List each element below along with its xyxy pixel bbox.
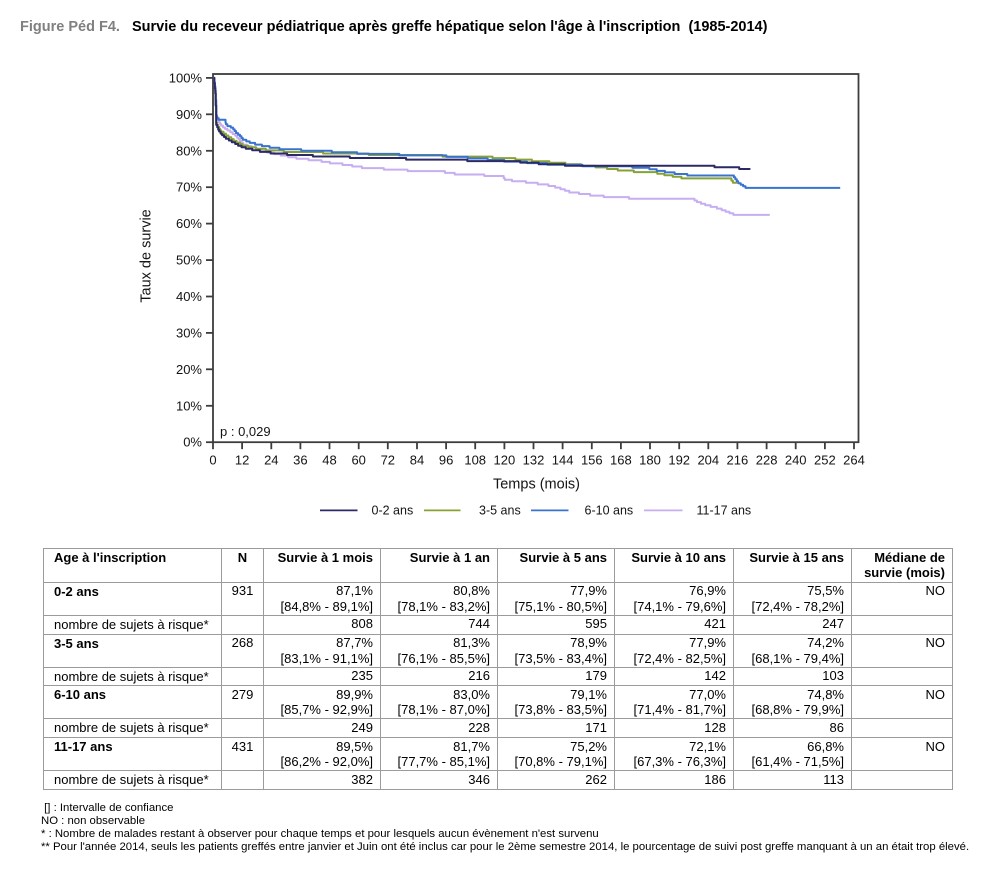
svg-text:3-5 ans: 3-5 ans <box>479 503 521 517</box>
svg-text:72: 72 <box>381 453 395 468</box>
svg-text:168: 168 <box>610 453 632 468</box>
svg-text:30%: 30% <box>176 325 202 340</box>
svg-text:264: 264 <box>843 453 865 468</box>
svg-text:70%: 70% <box>176 180 202 195</box>
svg-text:100%: 100% <box>169 70 203 85</box>
svg-text:204: 204 <box>697 453 719 468</box>
svg-text:156: 156 <box>581 453 603 468</box>
svg-text:192: 192 <box>668 453 690 468</box>
svg-text:216: 216 <box>727 453 749 468</box>
svg-text:48: 48 <box>322 453 336 468</box>
svg-text:90%: 90% <box>176 107 202 122</box>
svg-text:0-2 ans: 0-2 ans <box>372 503 414 517</box>
svg-text:132: 132 <box>523 453 545 468</box>
svg-text:Temps (mois): Temps (mois) <box>493 477 580 493</box>
svg-text:36: 36 <box>293 453 307 468</box>
svg-text:228: 228 <box>756 453 778 468</box>
svg-text:40%: 40% <box>176 289 202 304</box>
svg-text:84: 84 <box>410 453 424 468</box>
svg-text:50%: 50% <box>176 253 202 268</box>
svg-text:Taux de survie: Taux de survie <box>139 209 155 303</box>
svg-text:12: 12 <box>235 453 249 468</box>
svg-text:0: 0 <box>209 453 216 468</box>
svg-text:108: 108 <box>464 453 486 468</box>
svg-text:96: 96 <box>439 453 453 468</box>
svg-text:60%: 60% <box>176 216 202 231</box>
svg-text:144: 144 <box>552 453 574 468</box>
svg-text:24: 24 <box>264 453 278 468</box>
svg-text:20%: 20% <box>176 362 202 377</box>
svg-text:240: 240 <box>785 453 807 468</box>
svg-text:11-17 ans: 11-17 ans <box>697 503 752 517</box>
svg-text:80%: 80% <box>176 143 202 158</box>
svg-text:6-10 ans: 6-10 ans <box>585 503 634 517</box>
svg-text:60: 60 <box>351 453 365 468</box>
svg-text:0%: 0% <box>183 435 202 450</box>
svg-text:120: 120 <box>494 453 516 468</box>
svg-text:p : 0,029: p : 0,029 <box>220 424 271 439</box>
svg-text:10%: 10% <box>176 398 202 413</box>
svg-text:180: 180 <box>639 453 661 468</box>
svg-text:252: 252 <box>814 453 836 468</box>
